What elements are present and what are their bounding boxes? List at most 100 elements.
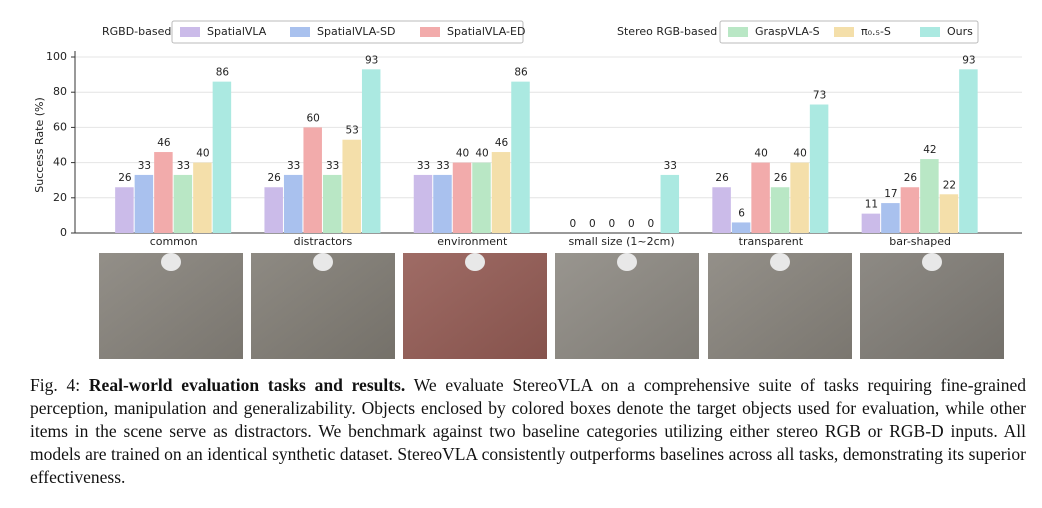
y-tick-label: 100 [46, 50, 67, 63]
value-label: 33 [138, 160, 151, 172]
value-label: 22 [943, 179, 956, 191]
legend-swatch [920, 27, 940, 37]
y-axis-label: Success Rate (%) [33, 97, 46, 193]
legend-label: π₀.₅-S [861, 25, 891, 38]
legend-label: SpatialVLA-ED [447, 25, 525, 38]
bar [193, 162, 212, 233]
bar [751, 162, 770, 233]
y-tick-label: 0 [60, 226, 67, 239]
x-tick-label: transparent [739, 235, 804, 248]
value-label: 17 [884, 188, 897, 200]
bar [283, 174, 303, 233]
value-label: 40 [754, 148, 767, 160]
value-label: 33 [326, 160, 339, 172]
value-label: 11 [865, 199, 878, 211]
value-label: 0 [628, 218, 635, 230]
bar [452, 162, 472, 233]
bar [920, 159, 939, 233]
caption-label: Fig. 4: [30, 375, 81, 395]
value-label: 73 [813, 90, 826, 102]
value-label: 0 [608, 218, 615, 230]
y-tick-label: 20 [53, 191, 67, 204]
bar [881, 203, 900, 233]
legend-swatch [728, 27, 748, 37]
x-tick-label: common [150, 235, 198, 248]
y-tick-label: 80 [53, 85, 67, 98]
legend-swatch [290, 27, 310, 37]
value-label: 26 [268, 172, 282, 184]
legend-label: SpatialVLA [207, 25, 267, 38]
value-label: 33 [436, 160, 449, 172]
bar [115, 187, 134, 233]
legend-group-label: Stereo RGB-based [617, 25, 717, 38]
robot-gripper [465, 253, 485, 271]
value-label: 42 [923, 144, 936, 156]
y-tick-label: 40 [53, 156, 67, 169]
bar [959, 69, 978, 233]
value-label: 40 [196, 148, 209, 160]
value-label: 40 [793, 148, 806, 160]
x-tick-label: bar-shaped [889, 235, 951, 248]
robot-gripper [922, 253, 942, 271]
bar [173, 174, 193, 233]
bar [361, 69, 381, 233]
value-label: 46 [157, 137, 171, 149]
value-label: 0 [589, 218, 596, 230]
bar [134, 174, 154, 233]
bar [472, 162, 491, 233]
legend-swatch [420, 27, 440, 37]
value-label: 0 [647, 218, 654, 230]
value-label: 26 [904, 172, 918, 184]
value-label: 60 [307, 112, 320, 124]
value-label: 26 [774, 172, 788, 184]
value-label: 86 [216, 67, 230, 79]
caption: Fig. 4: Real-world evaluation tasks and … [30, 374, 1026, 489]
x-tick-label: small size (1~2cm) [568, 235, 674, 248]
bar [861, 213, 881, 233]
value-label: 26 [118, 172, 132, 184]
value-label: 0 [569, 218, 576, 230]
x-tick-label: distractors [294, 235, 353, 248]
bar [770, 187, 790, 233]
bar [660, 174, 680, 233]
value-label: 26 [715, 172, 729, 184]
bar [712, 187, 731, 233]
value-label: 33 [177, 160, 190, 172]
y-tick-label: 60 [53, 120, 67, 133]
value-label: 46 [495, 137, 509, 149]
legend-label: GraspVLA-S [755, 25, 820, 38]
legend-swatch [180, 27, 200, 37]
legend-label: SpatialVLA-SD [317, 25, 395, 38]
bar [264, 187, 283, 233]
value-label: 33 [664, 160, 677, 172]
value-label: 33 [417, 160, 430, 172]
bar [809, 104, 829, 234]
legend-group-label: RGBD-based [102, 25, 171, 38]
bar [303, 127, 322, 233]
bar [154, 152, 173, 233]
robot-gripper [161, 253, 181, 271]
value-label: 93 [962, 54, 975, 66]
chart: Success Rate (%) 020406080100common26334… [33, 20, 1022, 359]
value-label: 40 [456, 148, 469, 160]
robot-gripper [770, 253, 790, 271]
bar [731, 222, 751, 233]
bar [212, 81, 232, 233]
x-tick-label: environment [437, 235, 508, 248]
bar [939, 194, 959, 233]
robot-gripper [313, 253, 333, 271]
bar [790, 162, 809, 233]
bar [342, 139, 361, 233]
bar [413, 174, 433, 233]
value-label: 86 [514, 67, 528, 79]
robot-gripper [617, 253, 637, 271]
legend-label: Ours [947, 25, 973, 38]
bar [322, 174, 342, 233]
value-label: 93 [365, 54, 378, 66]
bar [433, 174, 452, 233]
value-label: 53 [346, 125, 359, 137]
value-label: 6 [738, 207, 745, 219]
legend-swatch [834, 27, 854, 37]
value-label: 40 [475, 148, 488, 160]
